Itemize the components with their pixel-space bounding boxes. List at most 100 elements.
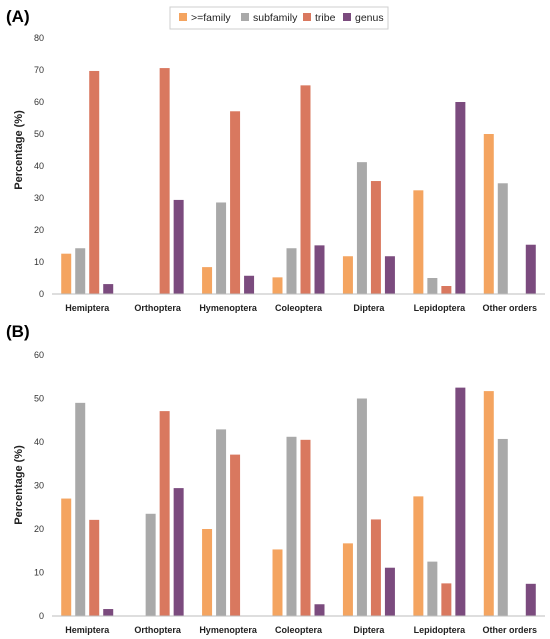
panel-b-bar-orthoptera-genus [173,488,184,616]
panel-b-ylabel: Percentage (%) [13,445,25,525]
panel-a-bar-diptera-genus [384,256,395,294]
legend-swatch-subfamily [241,13,249,21]
panel-a-ytick-30: 30 [34,193,44,203]
panel-a-bar-diptera-family [342,256,353,294]
panel-a-category-hymenoptera: Hymenoptera [199,303,258,313]
panel-a-bar-coleoptera-tribe [300,85,311,294]
panel-b-category-diptera: Diptera [353,625,385,635]
panel-a-bar-hymenoptera-tribe [230,111,241,294]
panel-a-category-lepidoptera: Lepidoptera [414,303,466,313]
panel-b-ytick-10: 10 [34,568,44,578]
panel-a-bar-other-orders-genus [525,244,536,294]
panel-b-category-coleoptera: Coleoptera [275,625,323,635]
panel-b-ticks: 0 10 20 30 40 50 60 [34,350,44,621]
panel-a-bar-lepidoptera-genus [455,102,466,294]
legend-label-genus: genus [355,12,384,24]
panel-a-category-other-orders: Other orders [483,303,538,313]
panel-a-bar-coleoptera-genus [314,245,325,294]
panel-a-bar-hemiptera-subfamily [75,248,86,294]
panel-a: (A) Percentage (%) 0 10 20 30 40 50 60 70 80 Hem… [6,7,545,313]
panel-b-bar-hemiptera-tribe [89,519,100,616]
panel-b-category-lepidoptera: Lepidoptera [414,625,466,635]
panel-b-ytick-50: 50 [34,394,44,404]
panel-b: (B) Percentage (%) 0 10 20 30 40 50 60 Hemipte… [6,322,545,635]
panel-b-bar-hemiptera-family [61,498,72,616]
panel-b-bar-hemiptera-subfamily [75,402,86,616]
panel-b-category-other-orders: Other orders [483,625,538,635]
panel-a-category-orthoptera: Orthoptera [134,303,181,313]
panel-b-bar-coleoptera-tribe [300,439,311,616]
panel-b-bar-lepidoptera-tribe [441,583,452,616]
panel-a-ytick-60: 60 [34,97,44,107]
panel-b-bar-other-orders-subfamily [497,438,508,616]
panel-b-category-hemiptera: Hemiptera [65,625,110,635]
panel-b-ytick-0: 0 [39,611,44,621]
panel-b-bar-orthoptera-subfamily [145,513,156,616]
panel-a-bar-diptera-tribe [370,181,381,294]
panel-b-bar-lepidoptera-subfamily [427,561,438,616]
panel-b-category-hymenoptera: Hymenoptera [199,625,258,635]
legend-label-family: >=family [191,12,231,24]
panel-a-ytick-20: 20 [34,225,44,235]
panel-a-categories: Hemiptera Orthoptera Hymenoptera Coleoptera… [65,303,537,313]
panel-a-label: (A) [6,7,30,26]
panel-b-ytick-30: 30 [34,481,44,491]
panel-b-bar-diptera-subfamily [356,398,367,616]
panel-a-bar-orthoptera-genus [173,199,184,294]
panel-b-bar-coleoptera-family [272,549,283,616]
panel-a-bar-hymenoptera-subfamily [216,202,227,294]
panel-a-bar-other-orders-subfamily [497,183,508,294]
legend-swatch-tribe [303,13,311,21]
legend: >=family subfamily tribe genus [169,6,389,30]
panel-a-bar-lepidoptera-tribe [441,286,452,294]
panel-b-bar-hymenoptera-family [202,529,213,616]
panel-a-bar-orthoptera-tribe [159,68,170,294]
panel-b-bar-hymenoptera-subfamily [216,429,227,616]
panel-a-ytick-50: 50 [34,129,44,139]
panel-b-bar-coleoptera-genus [314,604,325,616]
panel-a-bar-coleoptera-subfamily [286,248,297,294]
panel-b-category-orthoptera: Orthoptera [134,625,181,635]
panel-a-bar-lepidoptera-family [413,190,424,294]
legend-box [169,6,389,30]
panel-a-ytick-80: 80 [34,33,44,43]
panel-a-bar-coleoptera-family [272,277,283,294]
panel-b-bar-diptera-genus [384,567,395,616]
panel-b-categories: Hemiptera Orthoptera Hymenoptera Coleoptera… [65,625,537,635]
panel-b-ytick-20: 20 [34,524,44,534]
panel-a-bar-lepidoptera-subfamily [427,278,438,294]
panel-b-bar-hemiptera-genus [103,609,114,616]
panel-b-ytick-40: 40 [34,437,44,447]
legend-label-tribe: tribe [315,12,336,24]
panel-a-bar-other-orders-family [483,134,494,294]
panel-a-ytick-0: 0 [39,289,44,299]
panel-b-bars [61,387,536,616]
panel-a-bar-hymenoptera-genus [244,275,255,294]
panel-a-category-diptera: Diptera [353,303,385,313]
legend-swatch-genus [343,13,351,21]
panel-a-bar-hemiptera-genus [103,284,114,294]
panel-b-bar-hymenoptera-tribe [230,454,241,616]
panel-b-ytick-60: 60 [34,350,44,360]
panel-a-category-coleoptera: Coleoptera [275,303,323,313]
panel-a-ytick-10: 10 [34,257,44,267]
panel-b-bar-other-orders-family [483,391,494,616]
panel-b-bar-diptera-tribe [370,519,381,616]
panel-b-label: (B) [6,322,30,341]
panel-a-ytick-40: 40 [34,161,44,171]
panel-b-bar-diptera-family [342,543,353,616]
legend-label-subfamily: subfamily [253,12,298,24]
panel-b-bar-lepidoptera-family [413,496,424,616]
panel-a-bar-diptera-subfamily [356,162,367,294]
panel-b-bar-lepidoptera-genus [455,387,466,616]
panel-a-category-hemiptera: Hemiptera [65,303,110,313]
panel-a-ticks: 0 10 20 30 40 50 60 70 80 [34,33,44,299]
panel-a-bars [61,68,536,295]
panel-a-bar-hymenoptera-family [202,267,213,294]
panel-b-bar-coleoptera-subfamily [286,436,297,616]
legend-swatch-family [179,13,187,21]
panel-a-ylabel: Percentage (%) [13,110,25,190]
panel-a-ytick-70: 70 [34,65,44,75]
panel-a-bar-hemiptera-family [61,253,72,294]
